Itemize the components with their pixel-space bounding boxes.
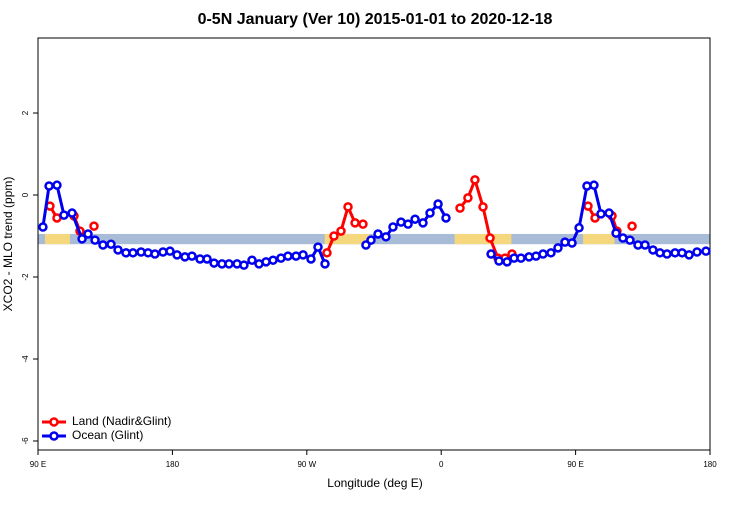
series-point	[455, 203, 465, 213]
x-tick-label: 0	[439, 460, 444, 469]
series-point	[494, 256, 504, 266]
x-tick-label: 180	[166, 460, 180, 469]
land-band	[45, 233, 70, 245]
chart-title: 0-5N January (Ver 10) 2015-01-01 to 2020…	[198, 11, 553, 28]
y-tick-label: -4	[21, 355, 30, 363]
series-point	[625, 235, 635, 245]
y-tick-label: -6	[21, 437, 30, 445]
y-axis-label: XCO2 - MLO trend (ppm)	[1, 177, 15, 312]
series-point	[113, 245, 123, 255]
series-point	[336, 226, 346, 236]
series-point	[546, 248, 556, 258]
legend-label: Ocean (Glint)	[72, 428, 143, 442]
legend-marker	[49, 431, 59, 441]
x-tick-label: 180	[703, 460, 717, 469]
series-point	[410, 214, 420, 224]
series-point	[662, 249, 672, 259]
series-point	[172, 250, 182, 260]
series-point	[538, 249, 548, 259]
series-point	[502, 257, 512, 267]
series-point	[640, 240, 650, 250]
series-point	[209, 258, 219, 268]
series-point	[425, 208, 435, 218]
series-point	[381, 232, 391, 242]
series-point	[89, 221, 99, 231]
series-point	[150, 249, 160, 259]
y-tick-label: 0	[21, 192, 30, 197]
series-point	[313, 242, 323, 252]
series-point	[470, 175, 480, 185]
series-point	[358, 219, 368, 229]
series-point	[283, 251, 293, 261]
series-point	[165, 246, 175, 256]
series-point	[59, 210, 69, 220]
series-point	[350, 218, 360, 228]
x-tick-label: 90 E	[567, 460, 583, 469]
series-point	[627, 221, 637, 231]
series-point	[77, 234, 87, 244]
series-point	[583, 201, 593, 211]
series-point	[441, 213, 451, 223]
land-band	[583, 233, 615, 245]
series-point	[247, 255, 257, 265]
series-point	[224, 259, 234, 269]
series-point	[596, 209, 606, 219]
series-point	[485, 233, 495, 243]
legend-label: Land (Nadir&Glint)	[72, 414, 171, 428]
series-point	[373, 229, 383, 239]
series-point	[83, 229, 93, 239]
series-point	[611, 228, 621, 238]
y-tick-label: -2	[21, 273, 30, 281]
series-point	[38, 222, 48, 232]
series-point	[106, 239, 116, 249]
series-point	[343, 202, 353, 212]
series-point	[418, 218, 428, 228]
series-point	[268, 255, 278, 265]
series-point	[90, 235, 100, 245]
series-point	[403, 219, 413, 229]
series-line	[50, 180, 632, 258]
series-point	[329, 231, 339, 241]
series-point	[574, 223, 584, 233]
series-point	[366, 235, 376, 245]
series-point	[322, 248, 332, 258]
series-point	[701, 246, 711, 256]
series-point	[239, 260, 249, 270]
x-tick-label: 90 W	[297, 460, 316, 469]
y-tick-label: 2	[21, 110, 30, 115]
series-point	[388, 222, 398, 232]
plot-frame	[37, 37, 711, 451]
land-band	[324, 233, 370, 245]
series-point	[67, 208, 77, 218]
land-band	[454, 233, 512, 245]
series-point	[553, 243, 563, 253]
series-point	[486, 249, 496, 259]
series-point	[684, 250, 694, 260]
series-point	[589, 180, 599, 190]
series-point	[187, 251, 197, 261]
series-point	[320, 259, 330, 269]
series-point	[516, 253, 526, 263]
series-point	[604, 208, 614, 218]
series-point	[128, 248, 138, 258]
series-point	[298, 250, 308, 260]
series-point	[478, 202, 488, 212]
series-point	[567, 238, 577, 248]
x-axis-label: Longitude (deg E)	[327, 476, 422, 490]
series-point	[692, 247, 702, 257]
series-point	[433, 199, 443, 209]
series-point	[590, 213, 600, 223]
series-point	[44, 181, 54, 191]
x-tick-label: 90 E	[30, 460, 46, 469]
legend-marker	[49, 417, 59, 427]
series-point	[463, 193, 473, 203]
series-point	[98, 240, 108, 250]
series-point	[202, 254, 212, 264]
series-point	[306, 254, 316, 264]
series-point	[52, 180, 62, 190]
